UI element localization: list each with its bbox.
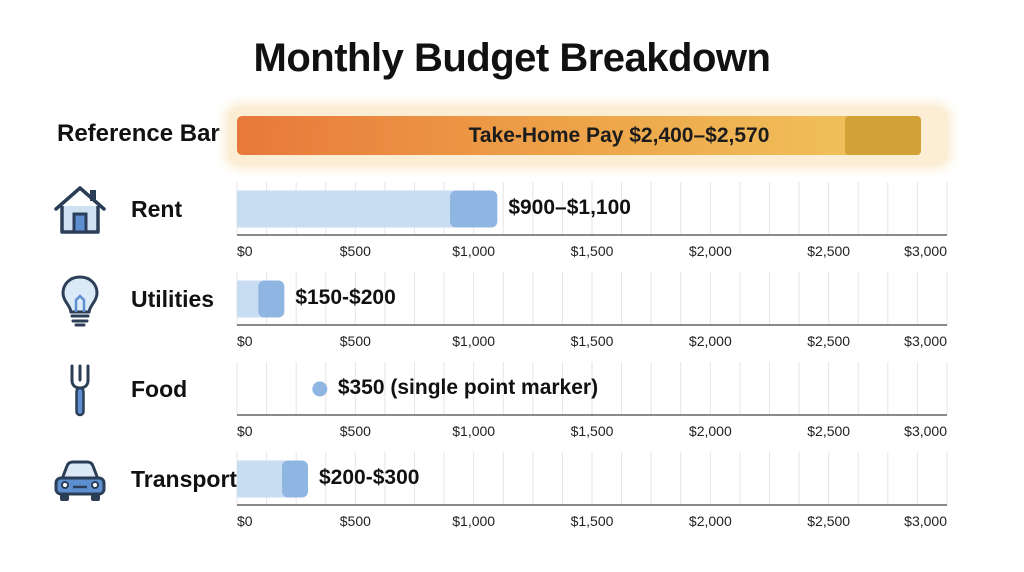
tick-label: $3,000	[904, 513, 947, 529]
range-bar-lead	[237, 190, 492, 228]
fork-icon	[70, 364, 90, 417]
tick-label: $3,000	[904, 243, 947, 259]
tick-label: $500	[340, 513, 371, 529]
range-label-utilities: $150-$200	[295, 286, 396, 309]
reference-bar-range-segment	[845, 116, 921, 155]
reference-bar-text: Take-Home Pay $2,400–$2,570	[468, 124, 770, 147]
tick-label: $0	[237, 423, 253, 439]
tick-label: $2,000	[689, 423, 732, 439]
tick-label: $1,000	[452, 423, 495, 439]
tick-label: $2,000	[689, 333, 732, 349]
tick-label: $2,500	[807, 333, 850, 349]
tick-label: $2,000	[689, 243, 732, 259]
tick-label: $2,500	[807, 243, 850, 259]
range-bar-segment	[258, 280, 285, 318]
range-bar-segment	[450, 190, 498, 228]
row-label-rent: Rent	[131, 196, 183, 222]
tick-label: $3,000	[904, 333, 947, 349]
tick-label: $2,500	[807, 513, 850, 529]
range-label-rent: $900–$1,100	[508, 196, 631, 219]
tick-label: $1,500	[571, 333, 614, 349]
tick-label: $1,500	[571, 513, 614, 529]
tick-label: $0	[237, 333, 253, 349]
lightbulb-icon	[61, 275, 99, 327]
tick-label: $3,000	[904, 423, 947, 439]
house-icon	[54, 186, 106, 234]
range-label-food: $350 (single point marker)	[337, 376, 599, 399]
tick-label: $2,000	[689, 513, 732, 529]
tick-label: $500	[340, 333, 371, 349]
car-icon	[54, 460, 106, 501]
tick-label: $2,500	[807, 423, 850, 439]
reference-bar-label: Reference Bar	[57, 120, 220, 147]
tick-label: $0	[237, 513, 253, 529]
tick-label: $1,500	[571, 423, 614, 439]
tick-label: $1,500	[571, 243, 614, 259]
tick-label: $1,000	[452, 333, 495, 349]
reference-bar	[237, 116, 921, 155]
point-marker	[312, 381, 328, 397]
tick-label: $500	[340, 423, 371, 439]
tick-label: $0	[237, 243, 253, 259]
tick-label: $1,000	[452, 243, 495, 259]
tick-label: $1,000	[452, 513, 495, 529]
range-bar-segment	[282, 460, 308, 498]
row-label-food: Food	[131, 376, 188, 402]
tick-label: $500	[340, 243, 371, 259]
row-label-utilities: Utilities	[131, 286, 215, 312]
chart-title: Monthly Budget Breakdown	[253, 36, 771, 80]
range-label-transportation: $200-$300	[319, 466, 420, 489]
